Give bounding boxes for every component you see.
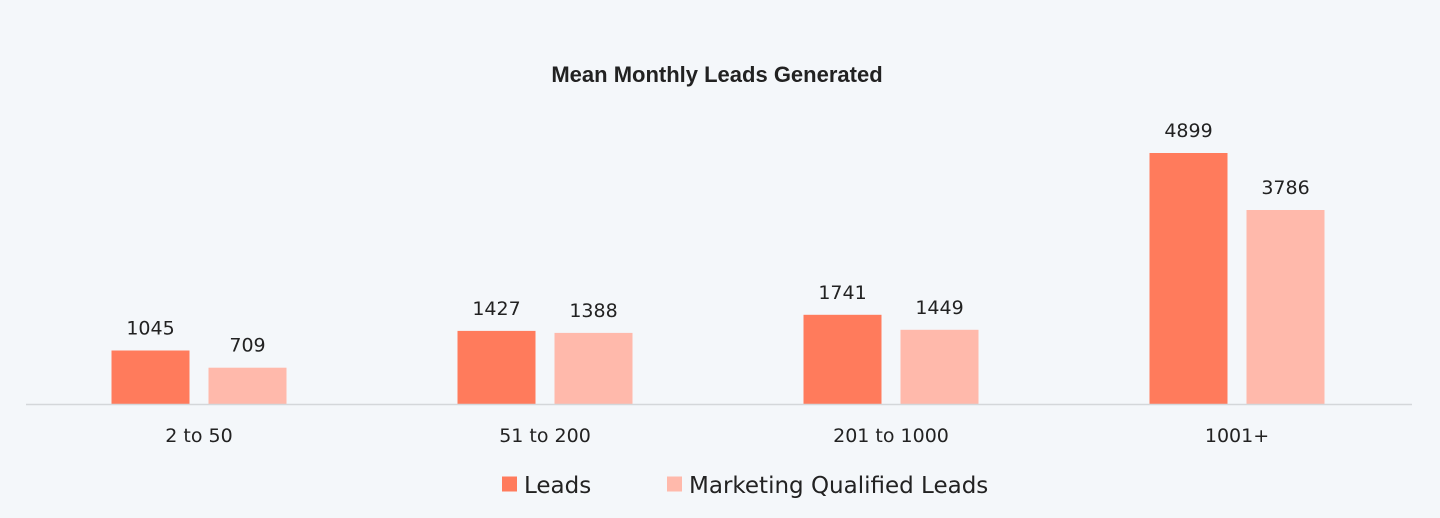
bar-leads-1001: [1149, 153, 1228, 404]
x-axis-ticks: 2 to 50 51 to 200 201 to 1000 1001+: [165, 425, 1269, 447]
x-tick-label-2-to-50: 2 to 50: [165, 425, 232, 447]
legend-label-leads: Leads: [524, 473, 591, 499]
legend-swatch-leads: [502, 476, 517, 492]
x-tick-label-201-to-1000: 201 to 1000: [833, 425, 949, 447]
data-label-leads-51-to-200: 1427: [472, 298, 520, 320]
data-label-marketing-qualified-leads-1001: 3786: [1261, 177, 1309, 199]
bar-leads-201-to-1000: [803, 314, 882, 404]
legend: Leads Marketing Qualified Leads: [502, 473, 988, 499]
chart-title: Mean Monthly Leads Generated: [551, 62, 882, 87]
data-label-leads-2-to-50: 1045: [126, 318, 174, 340]
bars-layer: 1045 709 1427 1388 1741 1449 4899 3786: [111, 120, 1325, 404]
data-label-marketing-qualified-leads-2-to-50: 709: [229, 335, 265, 357]
x-tick-label-1001: 1001+: [1205, 425, 1269, 447]
bar-leads-2-to-50: [111, 350, 190, 404]
data-label-leads-1001: 4899: [1164, 120, 1212, 142]
x-tick-label-51-to-200: 51 to 200: [499, 425, 591, 447]
data-label-marketing-qualified-leads-51-to-200: 1388: [569, 300, 617, 322]
legend-label-marketing-qualified-leads: Marketing Qualified Leads: [689, 473, 988, 499]
bar-marketing-qualified-leads-51-to-200: [554, 332, 633, 404]
bar-leads-51-to-200: [457, 330, 536, 404]
bar-marketing-qualified-leads-1001: [1246, 210, 1325, 404]
bar-marketing-qualified-leads-2-to-50: [208, 367, 287, 404]
legend-swatch-marketing-qualified-leads: [667, 476, 682, 492]
bar-marketing-qualified-leads-201-to-1000: [900, 329, 979, 404]
data-label-leads-201-to-1000: 1741: [818, 282, 866, 304]
data-label-marketing-qualified-leads-201-to-1000: 1449: [915, 297, 963, 319]
